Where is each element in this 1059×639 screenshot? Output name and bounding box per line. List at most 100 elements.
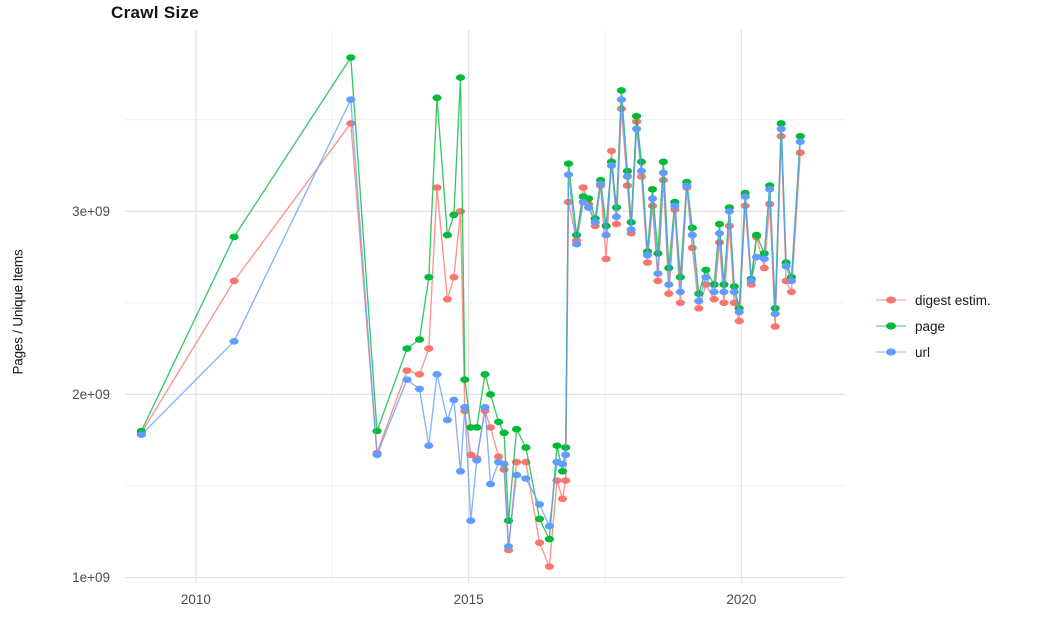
data-point-url [636, 167, 647, 175]
data-point-url [611, 213, 622, 221]
legend-point-icon [886, 296, 896, 304]
data-point-digest [664, 290, 674, 298]
data-point-page [455, 74, 466, 81]
data-point-page [701, 266, 711, 274]
data-point-url [402, 376, 412, 384]
series-line-digest [140, 108, 801, 568]
data-point-url [449, 396, 459, 404]
data-point-page [480, 371, 490, 378]
data-point-page [795, 132, 805, 140]
data-point-url [561, 451, 571, 459]
data-point-digest [611, 220, 622, 228]
legend-label-url: url [915, 344, 931, 360]
data-point-page [402, 345, 412, 352]
legend-point-icon [886, 322, 896, 330]
data-point-url [701, 273, 711, 281]
data-point-url [557, 460, 568, 468]
data-point-url [511, 471, 522, 479]
data-point-page [432, 94, 442, 102]
data-point-page [653, 250, 663, 257]
data-point-page [534, 515, 545, 523]
data-point-url [372, 451, 382, 459]
legend-item-page: page [874, 313, 991, 339]
data-point-page [494, 418, 504, 426]
data-point-url [626, 226, 636, 233]
data-point-digest [534, 539, 545, 546]
data-point-page [414, 336, 425, 343]
data-point-page [709, 281, 719, 288]
data-point-page [346, 54, 356, 61]
series-line-url [140, 98, 801, 548]
data-point-digest [544, 563, 555, 570]
data-point-digest [719, 299, 729, 307]
data-point-page [714, 220, 725, 228]
data-point-url [414, 385, 425, 393]
data-point-page [442, 231, 452, 239]
data-point-url [572, 240, 582, 248]
data-point-page [499, 429, 509, 437]
data-point-digest [653, 277, 663, 285]
data-point-digest [709, 295, 719, 303]
data-point-url [795, 138, 805, 145]
y-tick-label: 3e+09 [72, 204, 110, 219]
data-point-digest [606, 147, 617, 155]
data-point-digest [578, 184, 588, 191]
data-point-url [724, 208, 735, 215]
data-point-url [709, 288, 719, 296]
data-point-url [647, 195, 658, 202]
data-point-digest [687, 244, 697, 252]
legend-label-digest-estim: digest estim. [915, 292, 991, 308]
data-point-digest [786, 288, 797, 296]
legend-swatch-icon [876, 296, 906, 304]
data-point-digest [414, 371, 425, 378]
data-point-url [616, 96, 627, 103]
data-point-url [719, 288, 729, 296]
data-point-page [229, 233, 239, 241]
data-point-url [786, 277, 797, 285]
data-point-digest [229, 277, 239, 285]
data-point-url [432, 371, 442, 378]
data-point-digest [442, 295, 452, 303]
data-point-digest [694, 305, 704, 312]
data-point-digest [485, 424, 496, 431]
data-point-url [642, 251, 653, 259]
data-point-page [752, 231, 762, 239]
data-point-page [632, 112, 642, 120]
y-tick-label: 2e+09 [72, 387, 110, 402]
data-point-url [590, 219, 600, 226]
data-point-digest [601, 255, 611, 263]
data-point-page [664, 264, 674, 272]
data-point-url [229, 338, 239, 345]
data-point-page [601, 222, 611, 230]
data-point-digest [795, 149, 805, 156]
data-point-page [460, 376, 470, 384]
data-point-digest [759, 264, 769, 272]
data-point-digest [724, 222, 735, 230]
x-tick-label: 2010 [181, 592, 211, 607]
data-point-url [770, 310, 780, 318]
data-point-url [776, 125, 786, 133]
data-point-page [616, 87, 627, 94]
data-point-url [694, 297, 704, 305]
data-point-digest [346, 120, 356, 127]
data-point-digest [466, 451, 476, 459]
data-point-url [765, 186, 775, 193]
legend-point-icon [886, 348, 896, 356]
legend-key-page-icon [874, 318, 908, 334]
data-point-url [632, 125, 642, 133]
data-point-url [442, 416, 452, 424]
data-point-page [658, 158, 669, 166]
data-point-url [424, 442, 434, 450]
data-point-page [675, 273, 685, 281]
data-point-url [664, 281, 674, 288]
data-point-url [472, 457, 482, 464]
chart-title: Crawl Size [111, 3, 200, 22]
data-point-digest [734, 317, 744, 325]
data-point-url [781, 262, 791, 270]
data-point-digest [402, 367, 412, 374]
data-point-url [563, 171, 574, 178]
data-point-url [653, 270, 663, 277]
data-point-url [596, 180, 606, 188]
data-point-digest [561, 477, 571, 484]
